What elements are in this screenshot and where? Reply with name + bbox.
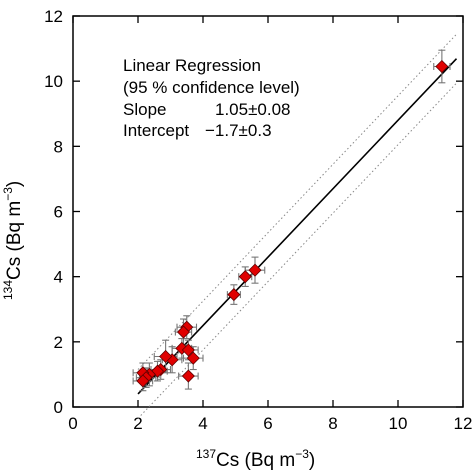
x-tick-label: 2 — [133, 414, 142, 433]
data-point-marker — [227, 288, 241, 302]
x-axis-label-text: Cs (Bq m — [216, 450, 295, 471]
data-point-marker — [181, 369, 195, 383]
data-point-marker — [181, 343, 195, 357]
y-tick-label: 6 — [54, 203, 63, 222]
annotation-title: Linear Regression — [123, 56, 261, 75]
x-tick-label: 6 — [263, 414, 272, 433]
data-point-marker — [248, 263, 262, 277]
y-tick-label: 12 — [44, 7, 63, 26]
x-axis-label-isotope: 137 — [196, 447, 216, 461]
y-tick-label: 8 — [54, 137, 63, 156]
data-point-marker — [186, 351, 200, 365]
x-tick-label: 12 — [454, 414, 473, 433]
regression-line — [137, 58, 458, 395]
y-tick-label: 10 — [44, 72, 63, 91]
y-axis-label-isotope: 134 — [1, 280, 15, 300]
slope-label: Slope — [123, 100, 166, 119]
axis-ticks — [72, 15, 464, 408]
data-markers — [136, 59, 449, 388]
intercept-label: Intercept — [123, 121, 189, 140]
y-axis-label-exponent: −3 — [1, 187, 15, 201]
y-axis-label-close: ) — [4, 181, 25, 187]
y-tick-label: 0 — [54, 398, 63, 417]
slope-value: 1.05±0.08 — [215, 100, 291, 119]
y-tick-label: 2 — [54, 333, 63, 352]
regression-annotation: Linear Regression (95 % confidence level… — [123, 56, 300, 140]
x-tick-label: 4 — [198, 414, 207, 433]
intercept-value: −1.7±0.3 — [205, 121, 272, 140]
y-axis-label-text: Cs (Bq m — [4, 201, 25, 280]
x-axis-label-exponent: −3 — [295, 447, 309, 461]
y-axis-label: 134Cs (Bq m−3) — [1, 181, 25, 300]
x-tick-label: 0 — [68, 414, 77, 433]
x-axis-label: 137Cs (Bq m−3) — [196, 447, 315, 471]
data-point-marker — [176, 325, 191, 339]
x-axis-label-close: ) — [309, 450, 315, 471]
annotation-confidence: (95 % confidence level) — [123, 78, 300, 97]
data-point-marker — [159, 349, 173, 364]
y-tick-label: 4 — [54, 268, 63, 287]
data-point-marker — [238, 270, 252, 284]
fit-line — [137, 58, 458, 395]
confidence-upper-line — [137, 33, 457, 370]
data-point-marker — [435, 59, 449, 74]
tick-labels: 0 2 4 6 8 10 12 0 2 4 6 8 10 12 — [44, 7, 472, 433]
x-tick-label: 8 — [328, 414, 337, 433]
x-tick-label: 10 — [389, 414, 408, 433]
data-point-marker — [136, 374, 150, 388]
